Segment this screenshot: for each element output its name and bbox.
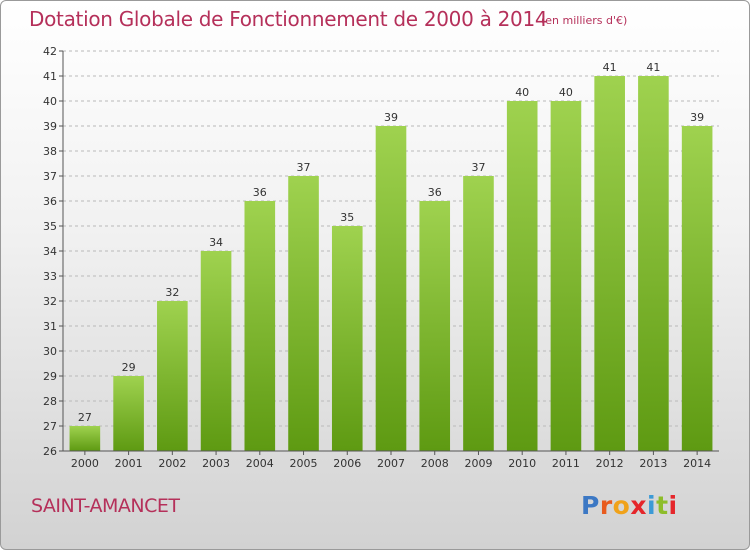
x-tick-label: 2007 [377, 457, 405, 470]
logo-letter: r [599, 491, 613, 520]
value-label: 37 [471, 161, 485, 174]
logo-letter: P [581, 491, 600, 520]
bar-2013 [638, 76, 669, 451]
y-tick-label: 27 [43, 420, 57, 433]
proxiti-logo: Proxiti [581, 491, 678, 520]
value-label: 41 [646, 61, 660, 74]
logo-letter: i [647, 491, 657, 520]
x-tick-label: 2009 [464, 457, 492, 470]
value-label: 34 [209, 236, 223, 249]
value-label: 40 [515, 86, 529, 99]
y-tick-label: 38 [43, 145, 57, 158]
labels: 27 2000 29 2001 32 2002 34 2003 36 2004 37 2005 35 20… [71, 61, 711, 470]
logo-letter: o [612, 491, 631, 520]
logo-letter: t [656, 491, 669, 520]
x-tick-label: 2008 [421, 457, 449, 470]
bar-2014 [681, 126, 713, 451]
value-label: 36 [428, 186, 442, 199]
commune-name: SAINT-AMANCET [31, 495, 180, 517]
x-tick-label: 2014 [683, 457, 711, 470]
value-label: 29 [122, 361, 136, 374]
x-tick-label: 2003 [202, 457, 230, 470]
chart-title: Dotation Globale de Fonctionnement de 20… [29, 7, 548, 31]
axes: 26 27 28 29 30 31 32 33 34 35 36 37 38 39 40 41 42 [43, 45, 719, 458]
x-tick-label: 2004 [246, 457, 274, 470]
y-tick-label: 33 [43, 270, 57, 283]
bar-2012 [594, 76, 625, 451]
bar-2004 [244, 201, 276, 451]
bar-2009 [463, 176, 494, 451]
value-label: 41 [603, 61, 617, 74]
bar-2003 [200, 251, 232, 451]
bar-2011 [550, 101, 582, 451]
bar-2002 [157, 301, 188, 451]
value-label: 32 [165, 286, 179, 299]
y-tick-label: 31 [43, 320, 57, 333]
y-tick-label: 39 [43, 120, 57, 133]
x-tick-label: 2001 [115, 457, 143, 470]
bar-2007 [375, 126, 407, 451]
value-label: 27 [78, 411, 92, 424]
logo-letter: x [630, 491, 647, 520]
y-tick-label: 40 [43, 95, 57, 108]
y-tick-label: 41 [43, 70, 57, 83]
bar-2000 [69, 426, 101, 451]
y-tick-label: 26 [43, 445, 57, 458]
y-tick-label: 37 [43, 170, 57, 183]
value-label: 37 [297, 161, 311, 174]
x-tick-label: 2000 [71, 457, 99, 470]
value-label: 39 [690, 111, 704, 124]
chart-unit: (en milliers d'€) [541, 14, 628, 27]
y-tick-label: 32 [43, 295, 57, 308]
value-label: 39 [384, 111, 398, 124]
bar-2008 [419, 201, 451, 451]
y-tick-label: 28 [43, 395, 57, 408]
value-label: 35 [340, 211, 354, 224]
y-tick-label: 42 [43, 45, 57, 58]
x-tick-label: 2010 [508, 457, 536, 470]
bar-2006 [331, 226, 363, 451]
bar-2001 [113, 376, 144, 451]
x-tick-label: 2006 [333, 457, 361, 470]
bar-2010 [506, 101, 538, 451]
value-label: 36 [253, 186, 267, 199]
value-label: 40 [559, 86, 573, 99]
x-tick-label: 2011 [552, 457, 580, 470]
y-tick-label: 30 [43, 345, 57, 358]
y-tick-label: 35 [43, 220, 57, 233]
y-tick-label: 29 [43, 370, 57, 383]
x-tick-label: 2013 [639, 457, 667, 470]
x-tick-label: 2005 [290, 457, 318, 470]
y-tick-label: 34 [43, 245, 57, 258]
x-tick-label: 2012 [596, 457, 624, 470]
y-tick-label: 36 [43, 195, 57, 208]
bar-2005 [288, 176, 319, 451]
logo-letter: i [668, 491, 678, 520]
bars [69, 76, 713, 451]
x-tick-label: 2002 [158, 457, 186, 470]
